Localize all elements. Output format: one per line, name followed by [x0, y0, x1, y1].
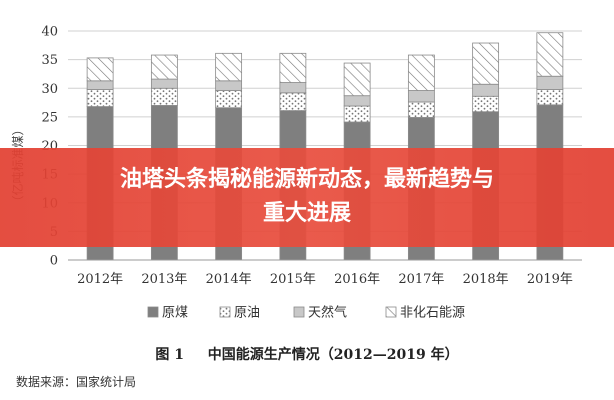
legend: 原煤 原油 天然气 非化石能源 [147, 305, 465, 321]
legend-label: 天然气 [308, 305, 347, 321]
x-tick-label: 2013年 [141, 272, 187, 287]
legend-label: 非化石能源 [400, 306, 465, 321]
bar-segment [407, 54, 435, 91]
bar-segment [279, 52, 307, 83]
data-source-note: 数据来源：国家统计局 [16, 375, 137, 389]
x-tick-label: 2014年 [206, 272, 252, 287]
x-tick-label: 2017年 [398, 272, 444, 287]
bar-segment [407, 101, 435, 118]
x-tick-label: 2019年 [527, 272, 573, 287]
bar-segment [536, 88, 564, 106]
y-tick-label: 40 [41, 25, 58, 40]
bar-segment [150, 54, 178, 80]
bar-segment [86, 80, 114, 90]
bar-segment [279, 82, 307, 94]
legend-swatch [219, 306, 231, 318]
bar-segment [472, 83, 500, 97]
bar-segment [472, 42, 500, 85]
bar-segment [215, 90, 243, 109]
x-tick-label: 2015年 [270, 272, 316, 287]
bar-segment [215, 80, 243, 91]
headline-line-2: 重大进展 [262, 201, 351, 226]
figure-number: 图 1 [155, 347, 185, 363]
bar-segment [343, 95, 371, 107]
figure-title: 中国能源生产情况（2012—2019 年） [207, 347, 459, 363]
bar-segment [279, 92, 307, 111]
y-tick-label: 30 [41, 82, 58, 97]
bar-segment [407, 90, 435, 103]
headline-banner: 油塔头条揭秘能源新动态，最新趋势与 重大进展 [0, 148, 614, 247]
legend-label: 原油 [234, 306, 260, 321]
bar-segment [472, 95, 500, 113]
bar-segment [150, 87, 178, 106]
bar-segment [536, 32, 564, 77]
legend-label: 原煤 [162, 306, 188, 321]
bar-segment [536, 75, 564, 90]
headline-line-1: 油塔头条揭秘能源新动态，最新趋势与 [119, 167, 494, 192]
x-tick-label: 2018年 [463, 272, 509, 287]
x-tick-label: 2016年 [334, 272, 380, 287]
legend-swatch [293, 306, 305, 318]
bar-segment [86, 57, 114, 82]
y-tick-label: 35 [41, 53, 58, 68]
bar-segment [215, 52, 243, 82]
figure-caption: 图 1 中国能源生产情况（2012—2019 年） [0, 344, 614, 364]
bar-segment [343, 105, 371, 123]
bar-segment [150, 78, 178, 89]
y-tick-label: 25 [41, 110, 58, 125]
legend-swatch [385, 306, 397, 318]
y-tick-label: 0 [50, 254, 58, 269]
bar-segment [343, 62, 371, 97]
legend-swatch [147, 306, 159, 318]
bar-segment [86, 88, 114, 107]
x-tick-label: 2012年 [77, 272, 123, 287]
